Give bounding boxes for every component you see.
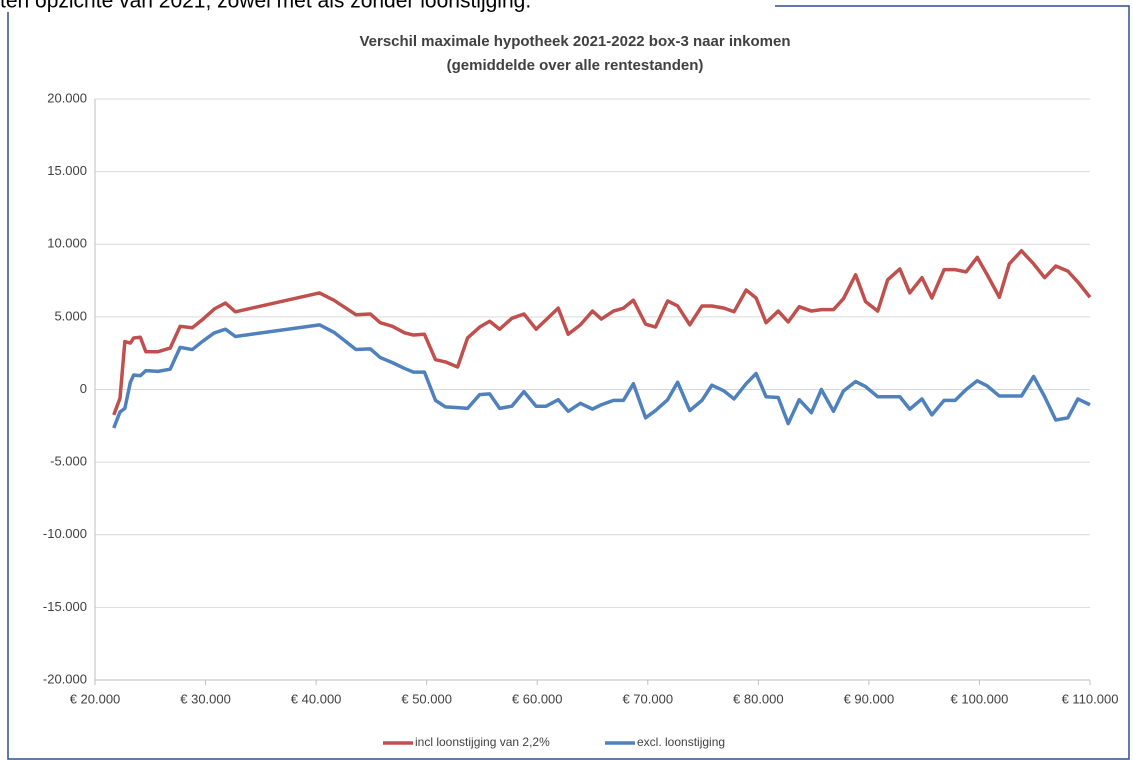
y-tick-label: 20.000 bbox=[47, 90, 87, 105]
chart-title: Verschil maximale hypotheek 2021-2022 bo… bbox=[359, 33, 790, 50]
x-tick-label: € 40.000 bbox=[291, 691, 342, 706]
chart-subtitle: (gemiddelde over alle rentestanden) bbox=[447, 57, 704, 74]
y-tick-label: 15.000 bbox=[47, 163, 87, 178]
series-line bbox=[112, 323, 1091, 429]
y-tick-label: 10.000 bbox=[47, 236, 87, 251]
y-tick-label: -10.000 bbox=[43, 526, 87, 541]
x-tick-label: € 110.000 bbox=[1062, 691, 1119, 706]
caption-bg bbox=[0, 0, 775, 12]
x-tick-label: € 90.000 bbox=[844, 691, 895, 706]
caption: ten opzichte van 2021, zowel met als zon… bbox=[0, 0, 531, 13]
x-tick-label: € 100.000 bbox=[951, 691, 1009, 706]
y-tick-label: -5.000 bbox=[50, 454, 87, 469]
y-tick-label: 0 bbox=[80, 381, 87, 396]
x-tick-label: € 20.000 bbox=[70, 691, 121, 706]
legend-label: excl. loonstijging bbox=[637, 735, 725, 749]
legend-label: incl loonstijging van 2,2% bbox=[415, 735, 550, 749]
x-tick-label: € 60.000 bbox=[512, 691, 563, 706]
y-tick-label: -15.000 bbox=[43, 599, 87, 614]
x-tick-label: € 70.000 bbox=[622, 691, 673, 706]
x-tick-label: € 80.000 bbox=[733, 691, 784, 706]
x-tick-label: € 50.000 bbox=[401, 691, 452, 706]
series-line bbox=[112, 249, 1092, 416]
chart-border bbox=[7, 5, 1130, 760]
y-tick-label: 5.000 bbox=[54, 308, 87, 323]
y-tick-label: -20.000 bbox=[43, 671, 87, 686]
x-tick-label: € 30.000 bbox=[180, 691, 231, 706]
